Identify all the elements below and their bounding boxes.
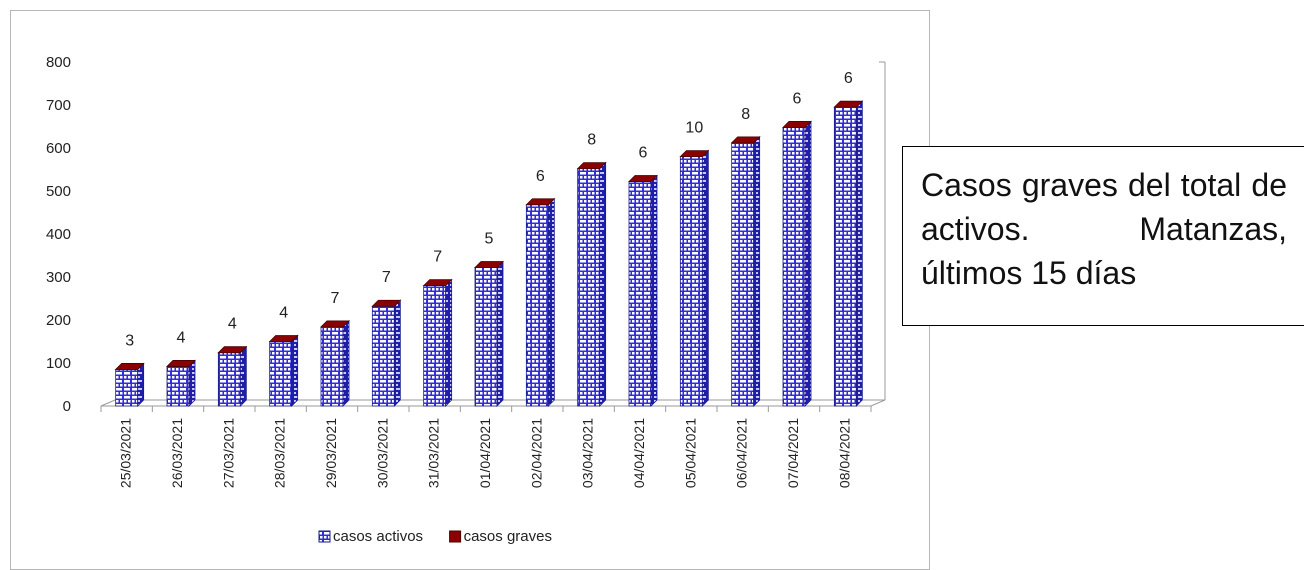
y-tick-label: 500 xyxy=(46,183,71,200)
bar-casos-graves xyxy=(782,120,812,128)
x-tick-label: 30/03/2021 xyxy=(374,418,390,488)
bar-casos-graves xyxy=(730,136,761,144)
legend-label: casos graves xyxy=(464,528,552,545)
bar-casos-activos xyxy=(833,106,857,407)
bar-casos-graves xyxy=(371,299,402,307)
bar-side xyxy=(650,174,658,407)
x-tick-label: 01/04/2021 xyxy=(477,418,493,488)
y-tick-label: 300 xyxy=(46,269,71,286)
bar-side xyxy=(496,260,504,407)
bar-casos-activos xyxy=(731,142,755,407)
bar-side xyxy=(804,120,812,407)
bar-side xyxy=(239,345,247,407)
bar-casos-graves xyxy=(166,360,196,367)
bar-casos-activos xyxy=(628,181,652,407)
data-label: 4 xyxy=(279,305,288,322)
bar-casos-activos xyxy=(115,369,139,407)
bar-casos-graves xyxy=(114,363,145,370)
bar-chart: 0 100 200 300 400 500 600 700 800 3 25/03/2021 4 26… xyxy=(46,54,886,545)
x-tick-label: 05/04/2021 xyxy=(682,418,698,488)
data-label: 6 xyxy=(844,70,853,87)
x-tick-label: 26/03/2021 xyxy=(169,418,185,488)
x-tick-label: 08/04/2021 xyxy=(836,418,852,488)
data-label: 10 xyxy=(685,120,703,137)
y-tick-label: 600 xyxy=(46,140,71,157)
legend-swatch xyxy=(449,530,462,543)
bar-casos-activos xyxy=(782,126,806,407)
bar-side xyxy=(547,197,555,407)
data-label: 6 xyxy=(793,90,802,107)
x-tick-label: 25/03/2021 xyxy=(118,418,134,488)
legend-swatch xyxy=(318,530,331,543)
legend-label: casos activos xyxy=(333,528,423,545)
x-tick-label: 04/04/2021 xyxy=(631,418,647,488)
bar-casos-graves xyxy=(576,162,607,170)
legend: casos activos casos graves xyxy=(318,528,552,545)
bar-side xyxy=(445,278,453,407)
data-label: 5 xyxy=(485,231,494,248)
x-tick-label: 28/03/2021 xyxy=(272,418,288,488)
bar-casos-graves xyxy=(525,198,556,206)
data-label: 4 xyxy=(228,316,237,333)
x-tick-label: 27/03/2021 xyxy=(220,418,236,488)
data-label: 7 xyxy=(331,290,340,307)
labels-group: 3 25/03/2021 4 26/03/2021 4 27/03/2021 4 28/03/… xyxy=(118,70,853,488)
bar-casos-activos xyxy=(269,341,293,407)
x-tick-label: 07/04/2021 xyxy=(785,418,801,488)
chart-frame: 0 100 200 300 400 500 600 700 800 3 25/03/2021 4 26… xyxy=(10,10,930,570)
y-tick-label: 700 xyxy=(46,97,71,114)
y-tick-label: 400 xyxy=(46,226,71,243)
x-tick-label: 03/04/2021 xyxy=(580,418,596,488)
x-tick-label: 31/03/2021 xyxy=(426,418,442,488)
bar-side xyxy=(701,149,709,407)
bar-casos-activos xyxy=(679,156,703,407)
data-label: 6 xyxy=(639,145,648,162)
bar-casos-activos xyxy=(371,305,395,407)
bar-casos-graves xyxy=(320,320,350,328)
bar-side xyxy=(599,161,607,407)
bar-casos-activos xyxy=(320,326,344,407)
y-tick-label: 200 xyxy=(46,312,71,329)
bar-casos-graves xyxy=(474,261,504,268)
data-label: 7 xyxy=(382,269,391,286)
bars-group xyxy=(114,100,864,407)
bar-side xyxy=(188,359,196,407)
data-label: 3 xyxy=(125,332,134,349)
bar-casos-activos xyxy=(217,352,241,407)
bar-side xyxy=(291,334,299,407)
bar-side xyxy=(855,100,863,407)
bar-casos-graves xyxy=(679,150,710,158)
bar-casos-activos xyxy=(474,267,498,407)
caption-text: Casos graves del total de activos. Matan… xyxy=(921,167,1287,291)
bar-casos-graves xyxy=(268,335,299,342)
bar-casos-activos xyxy=(577,168,601,407)
bar-casos-graves xyxy=(833,100,864,108)
bar-casos-activos xyxy=(166,366,190,407)
bar-side xyxy=(137,362,145,407)
bar-casos-activos xyxy=(525,204,549,407)
x-tick-label: 29/03/2021 xyxy=(323,418,339,488)
y-tick-label: 100 xyxy=(46,355,71,372)
data-label: 8 xyxy=(587,132,596,149)
x-tick-label: 06/04/2021 xyxy=(734,418,750,488)
data-label: 8 xyxy=(741,106,750,123)
bar-casos-graves xyxy=(217,346,248,354)
data-label: 4 xyxy=(177,329,186,346)
bar-casos-graves xyxy=(422,279,453,287)
bar-side xyxy=(753,135,761,407)
bar-side xyxy=(342,319,350,407)
bar-side xyxy=(393,299,401,407)
data-label: 7 xyxy=(433,249,442,266)
bar-casos-activos xyxy=(423,285,447,407)
bar-casos-graves xyxy=(628,175,658,182)
caption-box: Casos graves del total de activos. Matan… xyxy=(902,146,1304,326)
y-tick-label: 800 xyxy=(46,54,71,71)
y-tick-label: 0 xyxy=(63,398,71,415)
x-tick-label: 02/04/2021 xyxy=(528,418,544,488)
data-label: 6 xyxy=(536,168,545,185)
